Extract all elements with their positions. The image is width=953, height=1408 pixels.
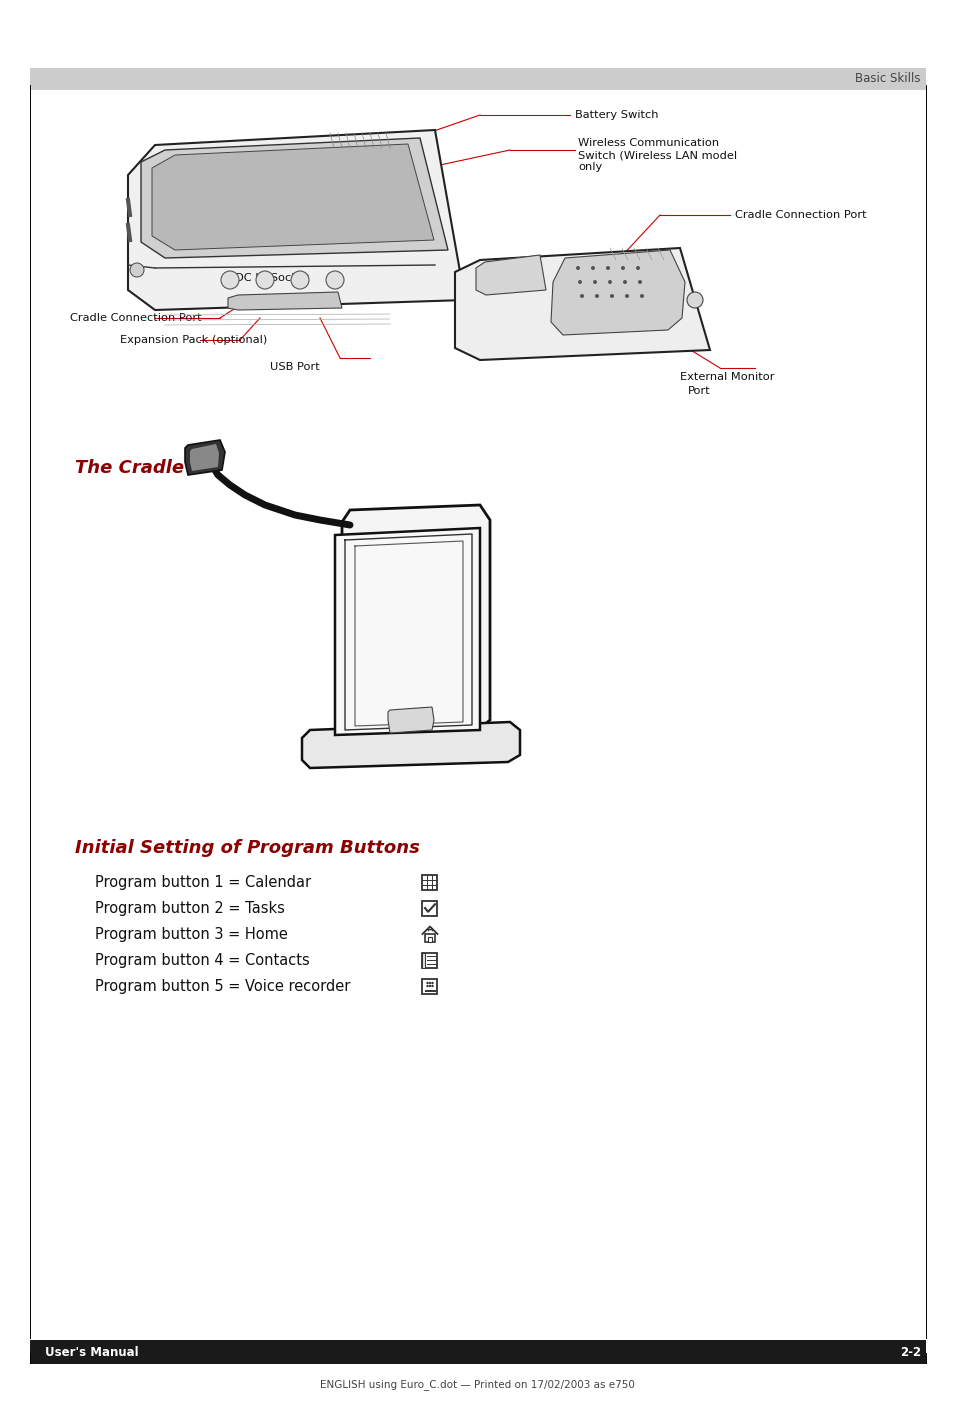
Text: Program button 2 = Tasks: Program button 2 = Tasks (95, 901, 285, 915)
Polygon shape (335, 528, 479, 735)
Text: The Cradle: The Cradle (75, 459, 184, 477)
Circle shape (607, 280, 612, 284)
Text: Program button 5 = Voice recorder: Program button 5 = Voice recorder (95, 979, 350, 994)
Text: Program button 1 = Calendar: Program button 1 = Calendar (95, 874, 311, 890)
Circle shape (595, 294, 598, 298)
Text: Basic Skills: Basic Skills (855, 72, 920, 86)
Circle shape (593, 280, 597, 284)
Text: Cradle Connection Port: Cradle Connection Port (734, 210, 865, 220)
Circle shape (579, 294, 583, 298)
Circle shape (428, 984, 431, 987)
Polygon shape (128, 130, 464, 310)
Text: Battery Switch: Battery Switch (575, 110, 658, 120)
Bar (422, 874, 437, 890)
Circle shape (431, 984, 434, 987)
Polygon shape (190, 444, 219, 472)
Circle shape (686, 291, 702, 308)
Polygon shape (455, 248, 709, 360)
Text: 2-2: 2-2 (899, 1346, 920, 1359)
Circle shape (622, 280, 626, 284)
Text: Cradle Connection Port: Cradle Connection Port (70, 313, 201, 322)
Text: Wireless Communication: Wireless Communication (578, 138, 719, 148)
Polygon shape (341, 505, 490, 735)
Circle shape (431, 981, 434, 984)
Bar (30, 1340, 925, 1364)
Polygon shape (551, 251, 684, 335)
Polygon shape (152, 144, 434, 251)
Text: DC IN Socket: DC IN Socket (234, 273, 309, 283)
Circle shape (638, 280, 641, 284)
Text: Port: Port (687, 386, 710, 396)
Circle shape (639, 294, 643, 298)
Circle shape (291, 270, 309, 289)
Circle shape (609, 294, 614, 298)
Circle shape (428, 981, 431, 984)
Bar (30, 68, 925, 90)
Circle shape (605, 266, 609, 270)
Text: USB Port: USB Port (270, 362, 319, 372)
Circle shape (576, 266, 579, 270)
Bar (422, 979, 437, 994)
Text: Initial Setting of Program Buttons: Initial Setting of Program Buttons (75, 839, 419, 857)
Text: Expansion Pack (optional): Expansion Pack (optional) (120, 335, 267, 345)
Circle shape (255, 270, 274, 289)
Circle shape (426, 984, 428, 987)
Text: only: only (578, 162, 601, 172)
Circle shape (326, 270, 344, 289)
Polygon shape (476, 255, 545, 296)
Bar (422, 901, 437, 915)
Polygon shape (141, 138, 448, 258)
Circle shape (221, 270, 239, 289)
Polygon shape (185, 439, 225, 474)
Circle shape (590, 266, 595, 270)
Text: Program button 3 = Home: Program button 3 = Home (95, 926, 288, 942)
Bar (424, 934, 435, 942)
Circle shape (578, 280, 581, 284)
Polygon shape (302, 722, 519, 767)
Circle shape (426, 981, 428, 984)
Text: Program button 4 = Contacts: Program button 4 = Contacts (95, 952, 310, 967)
Polygon shape (228, 291, 341, 310)
Circle shape (624, 294, 628, 298)
Text: Switch (Wireless LAN model: Switch (Wireless LAN model (578, 151, 737, 161)
Bar (428, 936, 432, 942)
Text: ENGLISH using Euro_C.dot — Printed on 17/02/2003 as e750: ENGLISH using Euro_C.dot — Printed on 17… (319, 1380, 634, 1391)
Circle shape (130, 263, 144, 277)
Text: User's Manual: User's Manual (45, 1346, 138, 1359)
Circle shape (636, 266, 639, 270)
Bar (422, 952, 425, 967)
Circle shape (620, 266, 624, 270)
Text: External Monitor: External Monitor (679, 372, 774, 382)
Polygon shape (388, 707, 434, 734)
Bar (422, 952, 437, 967)
